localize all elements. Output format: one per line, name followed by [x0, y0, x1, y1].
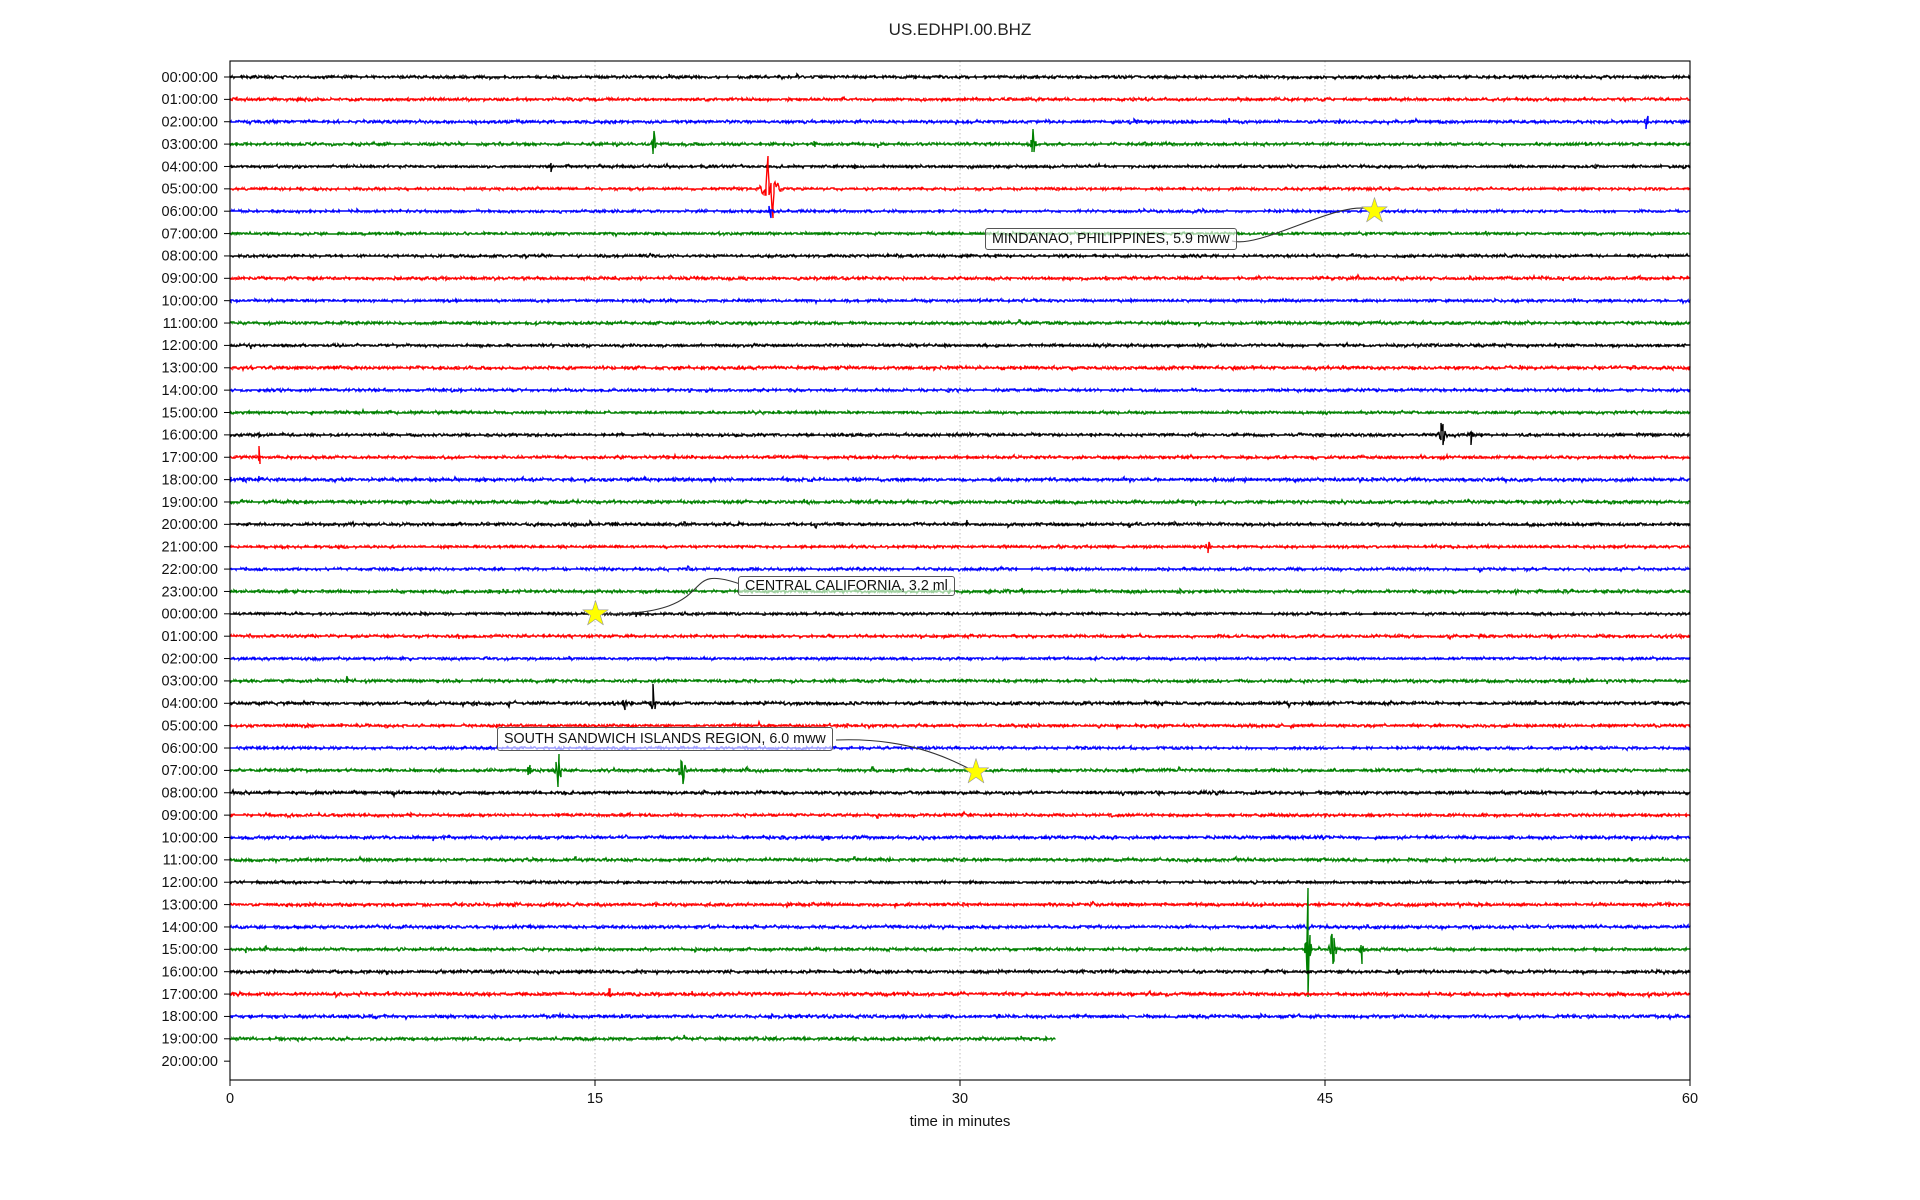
svg-text:10:00:00: 10:00:00: [162, 830, 218, 846]
svg-text:17:00:00: 17:00:00: [162, 987, 218, 1003]
svg-text:13:00:00: 13:00:00: [162, 361, 218, 377]
svg-text:30: 30: [952, 1091, 968, 1107]
svg-text:12:00:00: 12:00:00: [162, 875, 218, 891]
svg-text:19:00:00: 19:00:00: [162, 1032, 218, 1048]
svg-text:09:00:00: 09:00:00: [162, 271, 218, 287]
svg-text:14:00:00: 14:00:00: [162, 920, 218, 936]
svg-text:03:00:00: 03:00:00: [162, 674, 218, 690]
svg-text:02:00:00: 02:00:00: [162, 115, 218, 131]
svg-text:09:00:00: 09:00:00: [162, 808, 218, 824]
svg-text:12:00:00: 12:00:00: [162, 338, 218, 354]
svg-text:00:00:00: 00:00:00: [162, 607, 218, 623]
svg-text:14:00:00: 14:00:00: [162, 383, 218, 399]
svg-text:11:00:00: 11:00:00: [163, 853, 218, 869]
svg-text:20:00:00: 20:00:00: [162, 1054, 218, 1070]
svg-text:18:00:00: 18:00:00: [162, 1009, 218, 1025]
svg-text:15:00:00: 15:00:00: [162, 405, 218, 421]
svg-text:15: 15: [587, 1091, 603, 1107]
svg-text:22:00:00: 22:00:00: [162, 562, 218, 578]
svg-text:13:00:00: 13:00:00: [162, 897, 218, 913]
svg-text:16:00:00: 16:00:00: [162, 428, 218, 444]
svg-text:03:00:00: 03:00:00: [162, 137, 218, 153]
svg-text:08:00:00: 08:00:00: [162, 786, 218, 802]
svg-text:0: 0: [226, 1091, 234, 1107]
svg-text:01:00:00: 01:00:00: [162, 92, 218, 108]
svg-text:21:00:00: 21:00:00: [162, 540, 218, 556]
svg-text:05:00:00: 05:00:00: [162, 182, 218, 198]
svg-text:17:00:00: 17:00:00: [162, 450, 218, 466]
svg-text:06:00:00: 06:00:00: [162, 741, 218, 757]
svg-text:10:00:00: 10:00:00: [162, 293, 218, 309]
svg-text:45: 45: [1317, 1091, 1333, 1107]
svg-text:18:00:00: 18:00:00: [162, 472, 218, 488]
svg-text:01:00:00: 01:00:00: [162, 629, 218, 645]
svg-text:15:00:00: 15:00:00: [162, 942, 218, 958]
svg-text:04:00:00: 04:00:00: [162, 696, 218, 712]
svg-text:05:00:00: 05:00:00: [162, 718, 218, 734]
svg-text:time in minutes: time in minutes: [910, 1113, 1011, 1130]
svg-text:07:00:00: 07:00:00: [162, 226, 218, 242]
svg-text:08:00:00: 08:00:00: [162, 249, 218, 265]
svg-text:16:00:00: 16:00:00: [162, 965, 218, 981]
svg-text:00:00:00: 00:00:00: [162, 70, 218, 86]
svg-text:02:00:00: 02:00:00: [162, 651, 218, 667]
svg-text:11:00:00: 11:00:00: [163, 316, 218, 332]
svg-text:07:00:00: 07:00:00: [162, 763, 218, 779]
svg-text:04:00:00: 04:00:00: [162, 159, 218, 175]
svg-text:06:00:00: 06:00:00: [162, 204, 218, 220]
svg-text:60: 60: [1682, 1091, 1698, 1107]
svg-text:19:00:00: 19:00:00: [162, 495, 218, 511]
svg-text:23:00:00: 23:00:00: [162, 584, 218, 600]
svg-text:20:00:00: 20:00:00: [162, 517, 218, 533]
